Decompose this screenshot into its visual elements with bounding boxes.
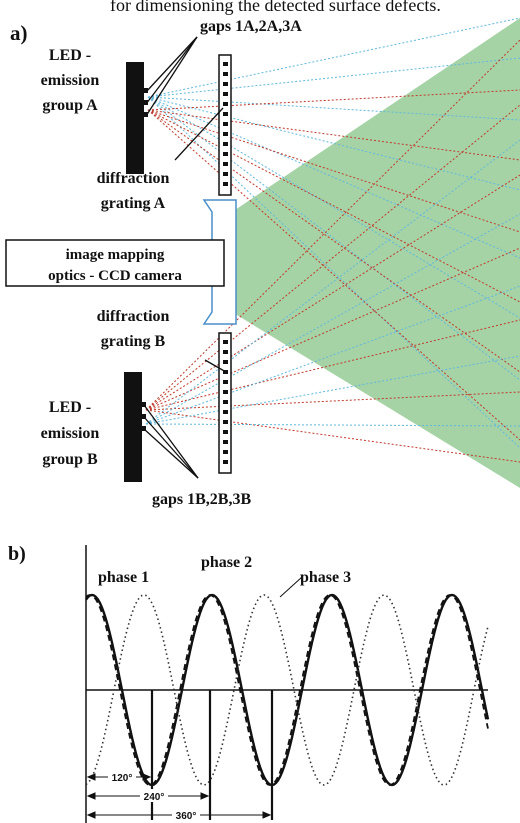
grating-a-slit-4 xyxy=(223,102,228,106)
camera-label-line2: optics - CCD camera xyxy=(48,268,182,284)
panel-b-label: b) xyxy=(8,543,26,565)
grating-b-slit-5 xyxy=(223,390,228,394)
grating-b-label-1: diffraction xyxy=(97,308,170,325)
grating-a-slit-10 xyxy=(223,162,228,166)
panel-b: b) phase 1 phase 2 phase 3 xyxy=(8,543,490,823)
beam-a-blue-6 xyxy=(147,96,520,381)
led-a-nubs xyxy=(142,88,148,117)
led-emitter-b xyxy=(124,372,142,482)
grating-a-label-2: grating A xyxy=(101,195,166,212)
beam-b-blue-2 xyxy=(145,285,520,425)
angle-label-240: 240° xyxy=(144,792,165,803)
grating-b-slit-2 xyxy=(223,360,228,364)
beam-a-blue-7 xyxy=(147,96,520,449)
grating-a-slit-0 xyxy=(223,62,228,66)
grating-b-slit-7 xyxy=(223,410,228,414)
gaps-b-label: gaps 1B,2B,3B xyxy=(152,491,251,508)
grating-b-slit-4 xyxy=(223,380,228,384)
camera-label-line1: image mapping xyxy=(66,247,165,263)
grating-b-slit-9 xyxy=(223,430,228,434)
beam-b-blue-3 xyxy=(145,355,520,425)
camera-field-of-view xyxy=(232,18,520,488)
led-b-label-2: emission xyxy=(41,425,100,442)
grating-a-label-1: diffraction xyxy=(97,170,170,187)
panel-a: a) image mapping optics - C xyxy=(5,17,520,508)
gaps-a-label: gaps 1A,2A,3A xyxy=(200,18,302,35)
grating-a-slit-1 xyxy=(223,72,228,76)
grating-b-slit-10 xyxy=(223,440,228,444)
grating-a-slit-2 xyxy=(223,82,228,86)
beam-a-blue-0 xyxy=(147,17,520,98)
camera-box xyxy=(5,239,225,287)
panel-a-label: a) xyxy=(10,21,28,45)
beam-b-red-2 xyxy=(145,174,520,411)
grating-a-slits xyxy=(223,62,228,186)
beams-group-b xyxy=(145,39,520,463)
grating-a-slit-6 xyxy=(223,122,228,126)
grating-a-slit-11 xyxy=(223,172,228,176)
grating-a-slit-12 xyxy=(223,182,228,186)
beam-a-blue-5 xyxy=(147,96,520,319)
grating-b-slit-12 xyxy=(223,460,228,464)
beam-b-blue-1 xyxy=(145,213,520,425)
led-b-label-3: group B xyxy=(42,451,98,468)
pointer-lines xyxy=(143,36,227,479)
led-emitter-a xyxy=(126,62,144,174)
beams-group-a xyxy=(147,17,520,449)
phase-2-label: phase 2 xyxy=(201,554,252,571)
beam-a-red-2 xyxy=(147,109,520,233)
angle-label-360: 360° xyxy=(176,811,197,822)
beam-b-red-5 xyxy=(145,391,520,411)
beam-a-blue-4 xyxy=(147,96,520,259)
led-a-label-2: emission xyxy=(41,72,100,89)
caption-fragment: for dimensioning the detected surface de… xyxy=(110,0,441,15)
phase-1-label: phase 1 xyxy=(98,569,149,586)
grating-a-slit-5 xyxy=(223,112,228,116)
grating-b-slit-11 xyxy=(223,450,228,454)
grating-b-label-2: grating B xyxy=(101,333,166,350)
grating-a-slit-3 xyxy=(223,92,228,96)
led-a-label-3: group A xyxy=(42,97,98,114)
grating-b-slit-8 xyxy=(223,420,228,424)
led-b-nubs xyxy=(140,402,146,431)
led-a-label-1: LED - xyxy=(49,47,91,64)
grating-b-slit-6 xyxy=(223,400,228,404)
angle-label-120: 120° xyxy=(112,773,133,784)
led-b-label-1: LED - xyxy=(49,399,91,416)
grating-a-slit-8 xyxy=(223,142,228,146)
grating-a-slit-9 xyxy=(223,152,228,156)
grating-b-slit-0 xyxy=(223,340,228,344)
phase-3-pointer xyxy=(279,576,303,598)
grating-b-slit-1 xyxy=(223,350,228,354)
beam-b-red-4 xyxy=(145,319,520,411)
beam-a-red-1 xyxy=(147,109,520,161)
angle-markers xyxy=(150,690,274,820)
beam-a-red-5 xyxy=(147,109,520,441)
grating-a-slit-7 xyxy=(223,132,228,136)
phase-3-label: phase 3 xyxy=(300,569,351,586)
beam-b-red-1 xyxy=(145,104,520,411)
beam-a-red-3 xyxy=(147,109,520,303)
beam-b-red-6 xyxy=(145,409,520,463)
